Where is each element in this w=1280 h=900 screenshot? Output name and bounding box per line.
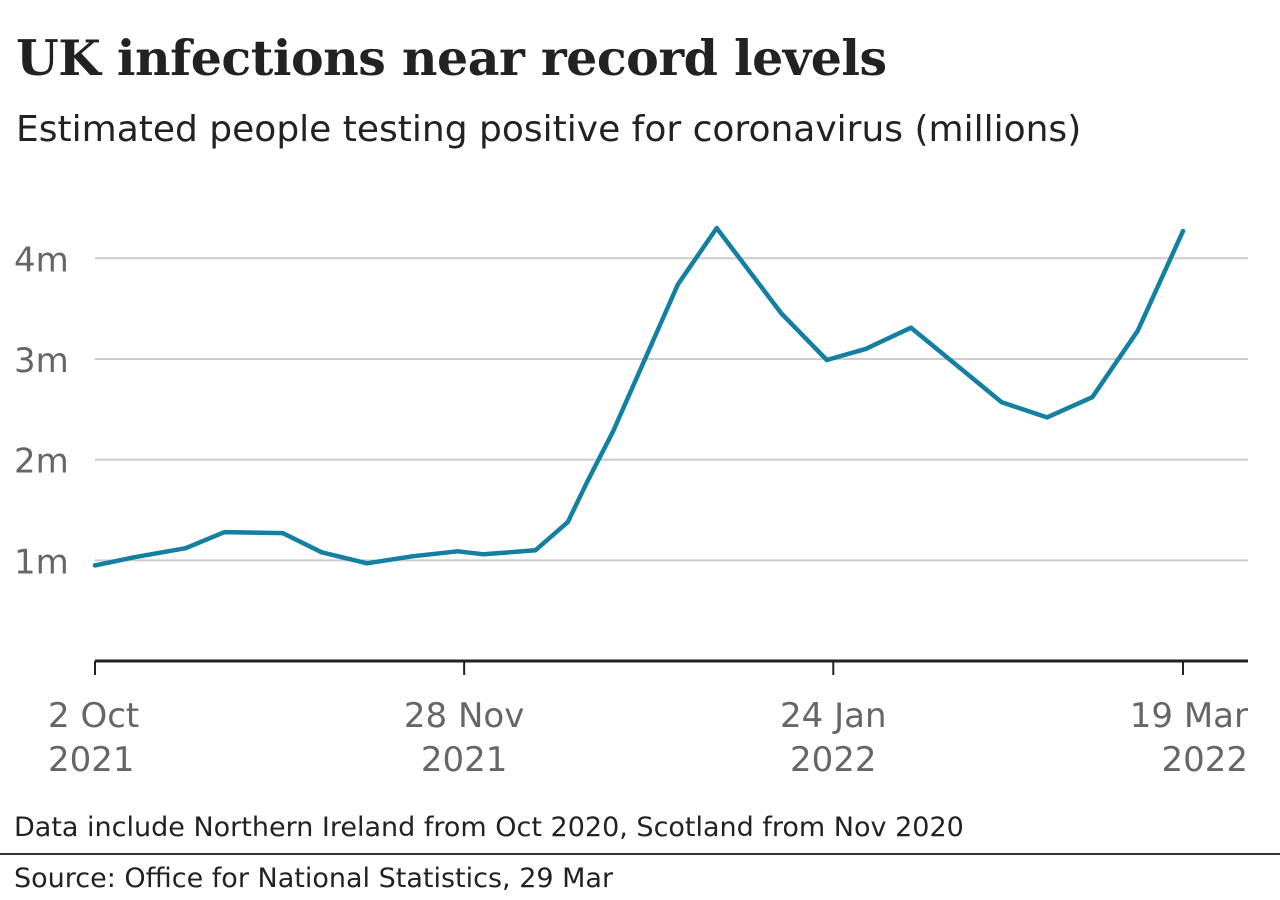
data-point	[565, 519, 570, 525]
y-tick-label: 3m	[14, 341, 69, 381]
data-point	[319, 550, 324, 555]
data-point	[455, 549, 460, 554]
data-point	[779, 311, 784, 316]
x-tick-label: 2 Oct	[48, 696, 139, 736]
y-tick-label: 1m	[14, 542, 69, 582]
source-credit: Source: Office for National Statistics, …	[14, 863, 614, 894]
data-point	[824, 357, 830, 363]
data-point	[610, 429, 616, 434]
data-point	[714, 225, 719, 231]
data-point	[675, 282, 681, 287]
y-tick-label: 2m	[14, 442, 69, 482]
data-point	[222, 529, 227, 535]
data-point	[183, 546, 188, 551]
x-axis	[94, 659, 1248, 675]
data-point	[1180, 228, 1186, 234]
data-point	[481, 552, 486, 557]
x-tick-year-label: 2022	[790, 740, 877, 780]
data-point	[364, 561, 370, 566]
data-point	[92, 563, 98, 568]
data-point	[1135, 328, 1140, 333]
data-point	[908, 325, 914, 330]
data-point	[1090, 395, 1095, 400]
y-tick-label: 4m	[14, 240, 69, 280]
chart-subtitle: Estimated people testing positive for co…	[16, 109, 1082, 150]
data-point	[584, 479, 590, 484]
data-point	[999, 400, 1004, 405]
data-point	[1044, 415, 1050, 420]
data-point	[410, 554, 415, 559]
series-layer	[92, 225, 1186, 568]
chart-title: UK infections near record levels	[16, 29, 887, 87]
x-tick-label: 24 Jan	[780, 696, 886, 736]
x-tick-year-label: 2022	[1161, 740, 1248, 780]
x-tick-label: 19 Mar	[1130, 696, 1248, 736]
data-point	[533, 548, 538, 553]
data-point	[280, 530, 286, 536]
data-note: Data include Northern Ireland from Oct 2…	[14, 812, 964, 843]
data-point	[131, 555, 137, 560]
data-point	[863, 346, 868, 352]
x-tick-label: 28 Nov	[404, 696, 524, 736]
gridlines	[95, 257, 1248, 562]
footer-divider	[0, 853, 1280, 855]
x-tick-year-label: 2021	[421, 740, 508, 780]
series-line	[92, 225, 1186, 568]
x-tick-year-label: 2021	[48, 740, 135, 780]
